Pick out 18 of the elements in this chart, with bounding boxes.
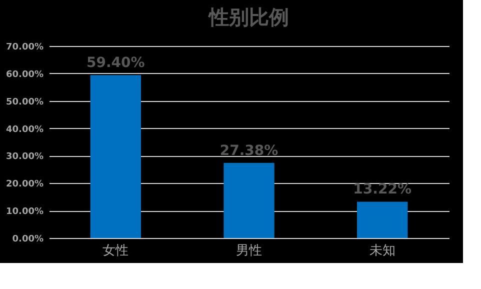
- data-label: 59.40%: [86, 55, 145, 72]
- y-tick-label: 0.00%: [12, 234, 44, 244]
- y-tick-label: 60.00%: [6, 70, 44, 80]
- y-tick-label: 20.00%: [6, 180, 44, 190]
- bar: [224, 162, 274, 238]
- chart-title: 性别比例: [207, 5, 289, 29]
- data-label: 27.38%: [220, 142, 278, 159]
- bar: [90, 75, 141, 238]
- y-tick-label: 40.00%: [6, 124, 44, 135]
- y-tick-label: 10.00%: [6, 207, 44, 218]
- data-label: 13.22%: [353, 182, 412, 198]
- x-tick-label: 未知: [369, 244, 396, 258]
- y-tick-label: 30.00%: [6, 152, 44, 162]
- y-tick-label: 50.00%: [6, 97, 44, 108]
- x-tick-label: 男性: [236, 244, 262, 258]
- bar: [357, 202, 408, 238]
- x-tick-label: 女性: [102, 244, 129, 258]
- y-tick-label: 70.00%: [6, 42, 44, 52]
